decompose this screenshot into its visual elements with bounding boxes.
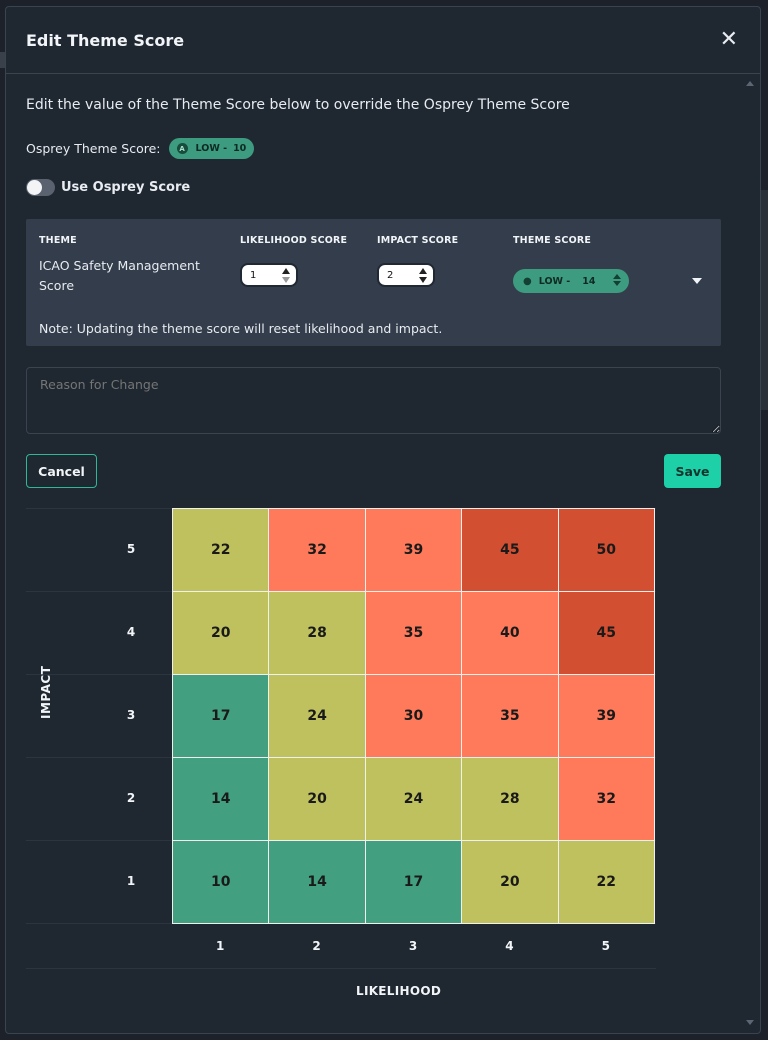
x-tick-label: 1 (216, 939, 225, 953)
heatmap-cell[interactable]: 24 (268, 674, 366, 758)
heatmap-cell[interactable]: 28 (268, 591, 366, 675)
heatmap-cell[interactable]: 17 (364, 840, 463, 924)
theme-note: Note: Updating the theme score will rese… (39, 321, 443, 336)
header-impact: IMPACT SCORE (377, 235, 459, 246)
osprey-score-label: Osprey Theme Score: (26, 141, 161, 156)
close-icon[interactable]: ✕ (719, 27, 738, 52)
heatmap-cell[interactable]: 40 (461, 591, 559, 675)
heatmap-cell[interactable]: 28 (461, 757, 559, 841)
decrement-icon[interactable] (419, 277, 427, 283)
theme-score-select[interactable]: ● LOW - 14 (513, 269, 629, 293)
heatmap-cell[interactable]: 32 (557, 757, 655, 841)
heatmap-cell[interactable]: 50 (557, 508, 655, 592)
x-tick-label: 3 (408, 939, 418, 953)
reason-for-change-input[interactable] (26, 367, 721, 434)
likelihood-value: 1 (250, 269, 257, 281)
scroll-down-arrow[interactable] (746, 1020, 754, 1025)
modal-title: Edit Theme Score (26, 30, 185, 50)
theme-score-panel: THEME LIKELIHOOD SCORE IMPACT SCORE THEM… (26, 219, 721, 346)
save-button[interactable]: Save (664, 454, 721, 488)
impact-value: 2 (387, 269, 394, 281)
heatmap-cell[interactable]: 10 (172, 840, 270, 924)
heatmap-cell[interactable]: 14 (268, 840, 366, 924)
heatmap-cell[interactable]: 32 (268, 508, 366, 592)
cancel-button[interactable]: Cancel (26, 454, 97, 488)
osprey-score-level: LOW - (195, 143, 228, 154)
header-theme: THEME (39, 235, 77, 246)
axis-gridline (26, 968, 656, 969)
heatmap-cell[interactable]: 45 (557, 591, 655, 675)
chevron-down-icon[interactable] (692, 278, 702, 284)
y-tick-label: 5 (126, 541, 136, 556)
heatmap-cell[interactable]: 35 (364, 591, 463, 675)
header-likelihood: LIKELIHOOD SCORE (240, 235, 348, 246)
use-osprey-score-toggle[interactable] (26, 179, 55, 196)
decrement-icon[interactable] (613, 281, 621, 286)
backdrop-edge (0, 52, 5, 68)
x-tick-label: 2 (312, 939, 321, 953)
heatmap-cell[interactable]: 24 (364, 757, 463, 841)
osprey-score-value: 10 (233, 143, 247, 154)
theme-score-value: 14 (582, 275, 596, 287)
a-badge-icon: A (176, 143, 188, 154)
heatmap-cell[interactable]: 39 (557, 674, 655, 758)
y-axis-label: IMPACT (39, 665, 53, 719)
heatmap-cell[interactable]: 45 (461, 508, 559, 592)
heatmap-cell[interactable]: 30 (364, 674, 463, 758)
intro-text: Edit the value of the Theme Score below … (26, 97, 570, 113)
heatmap-cell[interactable]: 35 (461, 674, 559, 758)
heatmap-cell[interactable]: 17 (172, 674, 270, 758)
y-tick-label: 4 (126, 624, 136, 639)
y-tick-label: 3 (126, 707, 136, 722)
scroll-up-arrow[interactable] (746, 81, 754, 86)
header-theme-score: THEME SCORE (513, 235, 592, 246)
heatmap-cell[interactable]: 20 (268, 757, 366, 841)
theme-name: ICAO Safety Management Score (39, 258, 200, 293)
heatmap-cell[interactable]: 14 (172, 757, 270, 841)
increment-icon[interactable] (419, 268, 427, 274)
heatmap-cell[interactable]: 22 (557, 840, 655, 924)
decrement-icon[interactable] (282, 277, 290, 283)
x-tick-label: 4 (505, 939, 514, 953)
backdrop-edge (761, 190, 768, 410)
y-tick-label: 1 (126, 873, 136, 888)
increment-icon[interactable] (282, 268, 290, 274)
impact-stepper[interactable]: 2 (377, 263, 435, 287)
increment-icon[interactable] (613, 274, 621, 279)
theme-score-level: LOW - (538, 275, 571, 287)
y-tick-label: 2 (126, 790, 136, 805)
modal-header: Edit Theme Score ✕ (6, 7, 760, 74)
heatmap-cell[interactable]: 22 (172, 508, 270, 592)
heatmap-cell[interactable]: 20 (172, 591, 270, 675)
edit-theme-score-modal: Edit Theme Score ✕ Edit the value of the… (5, 6, 761, 1034)
toggle-label: Use Osprey Score (61, 180, 191, 195)
heatmap-cell[interactable]: 39 (364, 508, 463, 592)
x-axis-label: LIKELIHOOD (356, 984, 442, 998)
osprey-theme-score: Osprey Theme Score: A LOW - 10 (26, 138, 255, 159)
use-osprey-score-row: Use Osprey Score (26, 179, 190, 196)
heatmap-cell[interactable]: 20 (461, 840, 559, 924)
person-icon: ● (523, 275, 532, 287)
x-tick-label: 5 (601, 939, 610, 953)
osprey-score-badge: A LOW - 10 (168, 138, 255, 159)
likelihood-stepper[interactable]: 1 (240, 263, 298, 287)
